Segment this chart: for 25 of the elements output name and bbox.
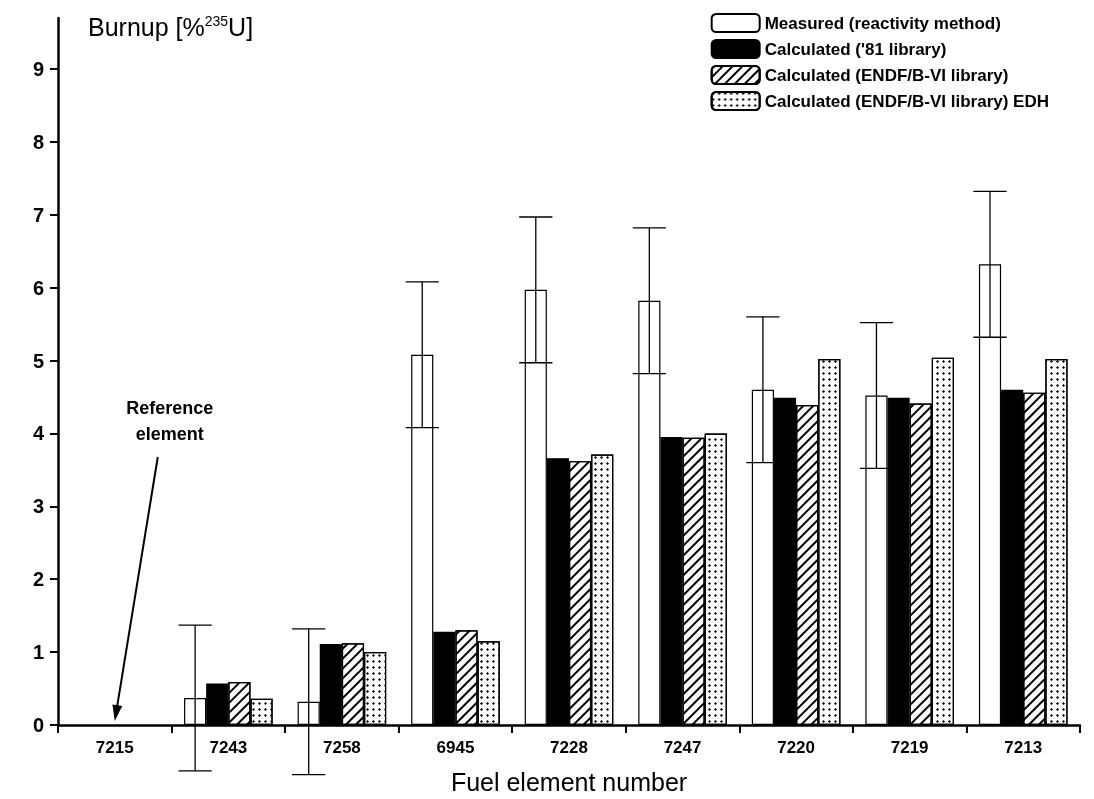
y-tick-label: 2	[32, 568, 44, 591]
y-tick-label: 0	[32, 714, 44, 736]
y-tick-label: 8	[32, 130, 44, 153]
legend-label: Calculated (ENDF/B-VI library) EDH	[764, 91, 1049, 111]
x-tick-label: 7228	[550, 738, 588, 757]
x-tick-label: 7215	[95, 738, 134, 757]
annotation: Reference element	[125, 397, 215, 446]
y-tick-label: 3	[32, 495, 44, 518]
x-tick-label: 7219	[890, 738, 929, 757]
x-tick-label: 6945	[436, 738, 475, 757]
legend-label: Calculated (ENDF/B-VI library)	[764, 65, 1009, 85]
y-tick-label: 6	[32, 276, 44, 299]
y-tick-label: 5	[32, 349, 44, 372]
x-axis-title: Fuel element number	[450, 767, 688, 796]
legend-label: Calculated ('81 library)	[764, 39, 947, 59]
y-tick-label: 7	[32, 203, 44, 226]
y-tick-label: 4	[32, 422, 45, 445]
y-tick-label: 9	[32, 58, 44, 81]
x-tick-label: 7220	[777, 738, 816, 757]
x-tick-label: 7243	[209, 738, 248, 757]
y-tick-label: 1	[32, 641, 44, 664]
x-tick-label: 7247	[663, 738, 702, 757]
x-tick-label: 7213	[1004, 738, 1043, 757]
legend-label: Measured (reactivity method)	[764, 13, 1001, 33]
x-tick-label: 7258	[322, 738, 361, 757]
